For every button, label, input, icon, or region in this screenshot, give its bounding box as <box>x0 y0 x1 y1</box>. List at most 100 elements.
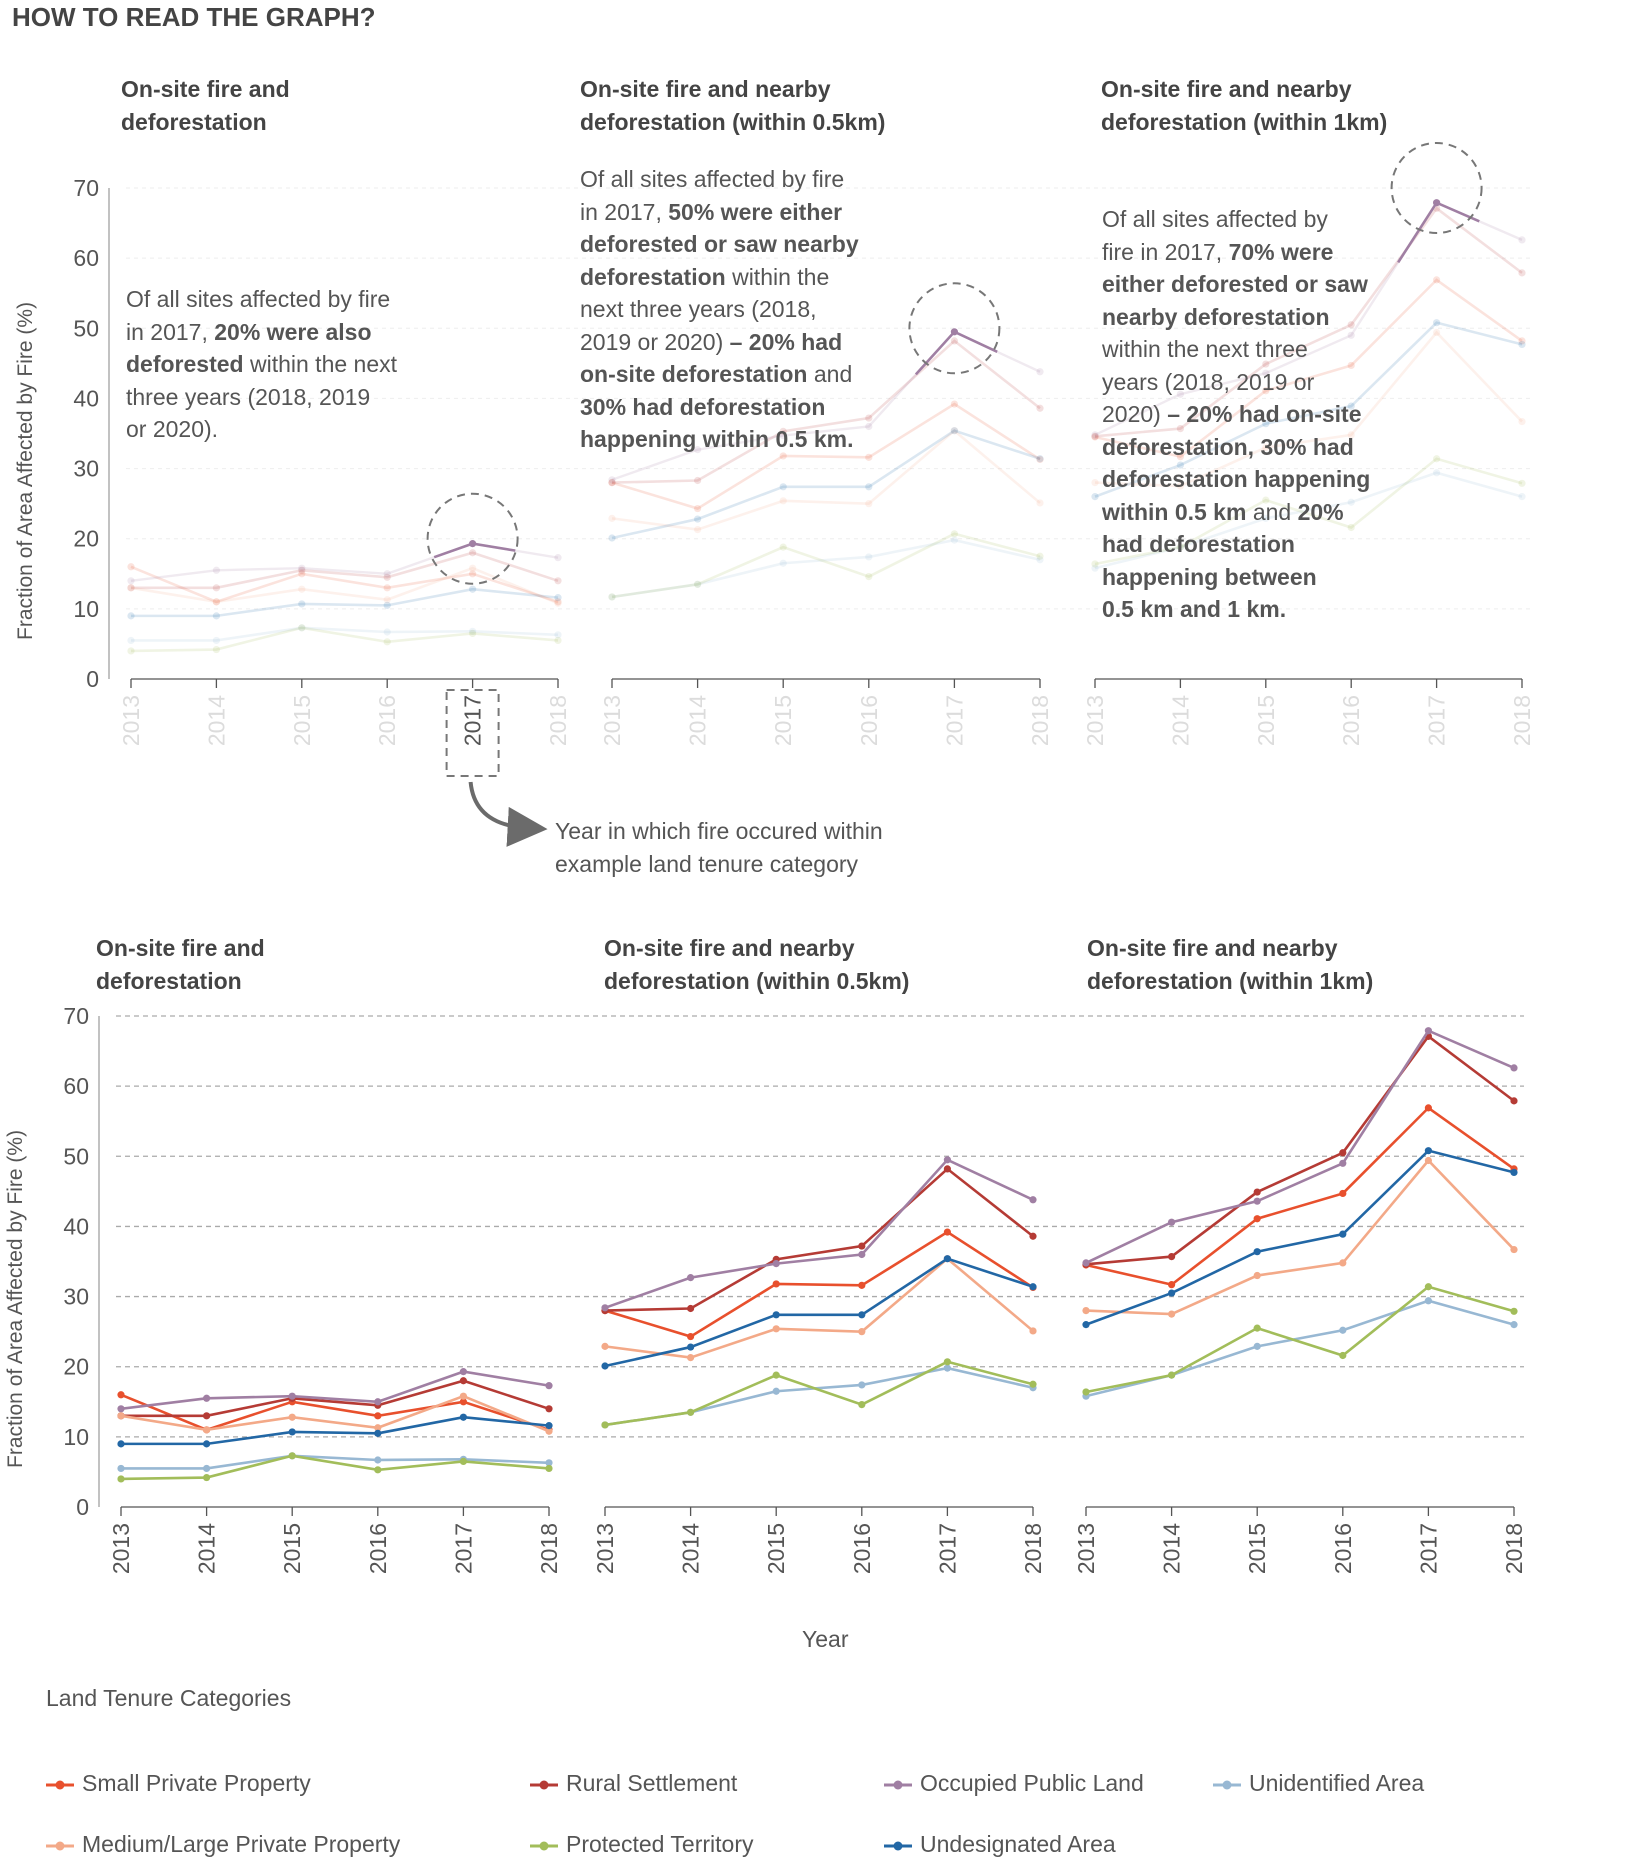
annotation-span: in 2017, <box>126 318 215 345</box>
annotation-bold: deforested <box>126 351 244 377</box>
top-data-point <box>127 584 135 592</box>
top-x-tick-label: 2018 <box>545 695 571 746</box>
x-tick-label: 2013 <box>108 1523 134 1574</box>
x-tick-label: 2017 <box>934 1523 960 1574</box>
top-data-point <box>1176 482 1184 490</box>
top-x-tick-label: 2018 <box>1509 695 1535 746</box>
top-data-point <box>694 525 702 534</box>
top-data-point <box>212 598 220 606</box>
data-point <box>943 1228 952 1236</box>
top-data-point <box>694 476 702 485</box>
series-line <box>121 1454 550 1470</box>
legend-item: Small Private Property <box>46 1770 311 1797</box>
top-data-point <box>298 570 306 578</box>
annotation-line: 2019 or 2020) – 20% had <box>580 326 859 359</box>
legend-swatch <box>884 1780 912 1790</box>
data-point <box>1339 1351 1347 1360</box>
top-data-point <box>469 549 477 557</box>
top-x-tick-label: 2017 <box>941 695 967 746</box>
highlight-circle <box>426 492 519 585</box>
data-point <box>1253 1342 1261 1350</box>
series-line <box>1085 1029 1515 1265</box>
top-x-tick-label: 2017 <box>1424 695 1450 746</box>
top-data-point <box>779 543 787 551</box>
series-line <box>121 1379 550 1418</box>
data-point <box>1424 1104 1432 1112</box>
annotation-bold: 20% were also <box>214 318 372 345</box>
series-line <box>120 1393 550 1432</box>
annotation-bold: nearby deforestation <box>1102 303 1330 330</box>
example-chart: 0 10 20 30 40 50 60 70 2013 2014 2015 2016 2017 2018 2… <box>73 142 1535 847</box>
top-data-point <box>608 593 616 601</box>
top-data-point <box>469 629 477 638</box>
y-tick-label: 30 <box>63 1284 89 1310</box>
data-point <box>1424 1027 1432 1035</box>
top-data-point <box>694 504 702 513</box>
top-series-line <box>611 402 1041 510</box>
highlight-circle <box>908 282 1001 375</box>
top-data-point <box>779 432 787 440</box>
y-tick-label: 60 <box>63 1073 89 1099</box>
data-point <box>687 1304 695 1313</box>
data-point <box>459 1413 467 1421</box>
data-point <box>117 1475 125 1483</box>
data-point <box>1510 1307 1518 1315</box>
top-y-tick-label: 40 <box>73 385 99 411</box>
legend-item: Medium/Large Private Property <box>46 1831 400 1858</box>
annotation-line: in 2017, 50% were either <box>580 196 859 229</box>
top-data-point <box>865 414 873 422</box>
top-series-line <box>1094 330 1523 488</box>
annotation-line: fire in 2017, 70% were <box>1102 236 1370 269</box>
annotation-line: within the next three <box>1102 333 1370 366</box>
legend-item: Unidentified Area <box>1213 1770 1424 1797</box>
top-data-point <box>554 636 562 645</box>
data-point <box>1339 1159 1347 1167</box>
data-point <box>858 1400 866 1409</box>
top-data-point <box>950 530 959 538</box>
top-data-point <box>554 599 562 607</box>
annotation-bold: – 20% had on-site <box>1167 401 1362 427</box>
legend-label: Unidentified Area <box>1249 1770 1425 1796</box>
series-line <box>1085 1034 1515 1266</box>
data-point <box>1168 1252 1176 1261</box>
data-point <box>943 1255 952 1263</box>
data-point <box>1253 1248 1261 1256</box>
data-point <box>601 1342 609 1350</box>
example-panel-title: On-site fire and nearby deforestation (w… <box>580 76 886 135</box>
top-data-point <box>779 483 787 491</box>
y-tick-label: 50 <box>63 1143 89 1169</box>
top-data-point <box>608 479 616 487</box>
x-tick-label: 2013 <box>1073 1523 1099 1574</box>
top-data-point <box>1518 269 1526 277</box>
data-point <box>943 1156 952 1164</box>
annotation-line: Of all sites affected by <box>1102 203 1370 236</box>
data-point <box>772 1311 780 1319</box>
data-point <box>1168 1281 1176 1289</box>
x-tick-label: 2014 <box>678 1523 704 1574</box>
top-data-point <box>383 601 391 609</box>
top-data-point <box>1433 199 1441 207</box>
data-point <box>545 1422 553 1430</box>
data-point <box>858 1250 866 1259</box>
top-data-point <box>779 559 787 567</box>
top-series-line <box>611 538 1041 599</box>
y-tick-label: 0 <box>76 1494 89 1520</box>
top-x-tick-label: 2013 <box>1082 695 1108 746</box>
top-series-line <box>1094 471 1523 570</box>
top-series-line <box>1094 457 1523 566</box>
top-data-point <box>469 585 477 593</box>
top-y-tick-label: 10 <box>73 596 99 622</box>
data-point <box>1510 1097 1518 1105</box>
data-point <box>1082 1388 1090 1396</box>
top-data-point <box>469 540 477 548</box>
top-data-point <box>950 400 959 408</box>
top-data-point <box>1036 552 1044 560</box>
annotation-bold: – 20% had <box>729 328 843 355</box>
annotation-line: nearby deforestation <box>1102 301 1370 334</box>
annotation-text: Of all sites affected by fire in 2017, 70… <box>1102 203 1370 626</box>
annotation-line: next three years (2018, <box>580 293 859 326</box>
data-point <box>1029 1327 1037 1335</box>
data-point <box>374 1429 382 1437</box>
top-data-point <box>950 337 959 345</box>
data-point <box>1339 1149 1347 1157</box>
